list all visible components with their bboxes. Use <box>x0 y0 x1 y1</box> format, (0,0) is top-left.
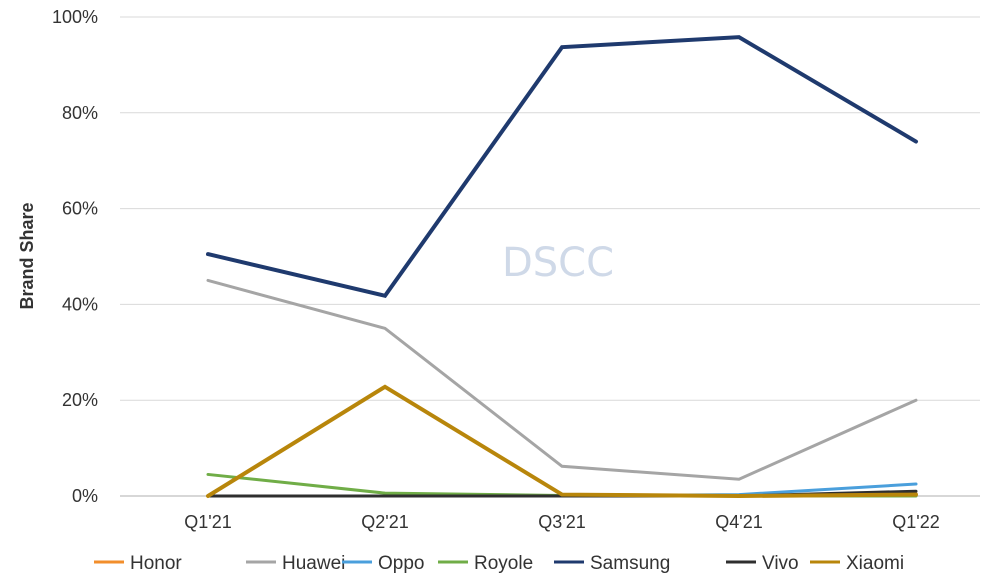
x-tick-label: Q4'21 <box>715 512 762 532</box>
legend-item-oppo: Oppo <box>342 553 424 574</box>
y-tick-label: 60% <box>62 199 98 219</box>
legend-label: Honor <box>130 553 182 574</box>
legend-item-xiaomi: Xiaomi <box>810 553 904 574</box>
legend-item-huawei: Huawei <box>246 553 345 574</box>
y-tick-label: 100% <box>52 7 98 27</box>
legend-item-vivo: Vivo <box>726 553 799 574</box>
y-axis-ticks: 0% 20% 40% 60% 80% 100% <box>52 7 98 506</box>
legend-label: Royole <box>474 553 533 574</box>
y-axis-title: Brand Share <box>17 202 37 309</box>
legend-item-honor: Honor <box>94 553 182 574</box>
watermark-text: DSCC <box>502 240 614 286</box>
legend-label: Samsung <box>590 553 670 574</box>
legend-label: Xiaomi <box>846 553 904 574</box>
x-tick-label: Q2'21 <box>361 512 408 532</box>
y-tick-label: 80% <box>62 103 98 123</box>
y-tick-label: 40% <box>62 294 98 314</box>
series-line-huawei <box>206 278 918 481</box>
x-tick-label: Q3'21 <box>538 512 585 532</box>
legend-item-samsung: Samsung <box>554 553 670 574</box>
series-line-samsung <box>206 35 918 299</box>
series-lines <box>206 35 918 499</box>
legend-item-royole: Royole <box>438 553 533 574</box>
x-tick-label: Q1'21 <box>184 512 231 532</box>
x-tick-label: Q1'22 <box>892 512 939 532</box>
legend-label: Oppo <box>378 553 424 574</box>
legend-label: Huawei <box>282 553 345 574</box>
y-tick-label: 0% <box>72 486 98 506</box>
legend-label: Vivo <box>762 553 799 574</box>
series-line-xiaomi <box>206 384 918 499</box>
legend: Honor Huawei Oppo Royole Samsung Vivo Xiaomi <box>94 553 904 574</box>
y-tick-label: 20% <box>62 390 98 410</box>
x-axis-ticks: Q1'21 Q2'21 Q3'21 Q4'21 Q1'22 <box>184 512 939 532</box>
gridlines <box>120 16 980 401</box>
